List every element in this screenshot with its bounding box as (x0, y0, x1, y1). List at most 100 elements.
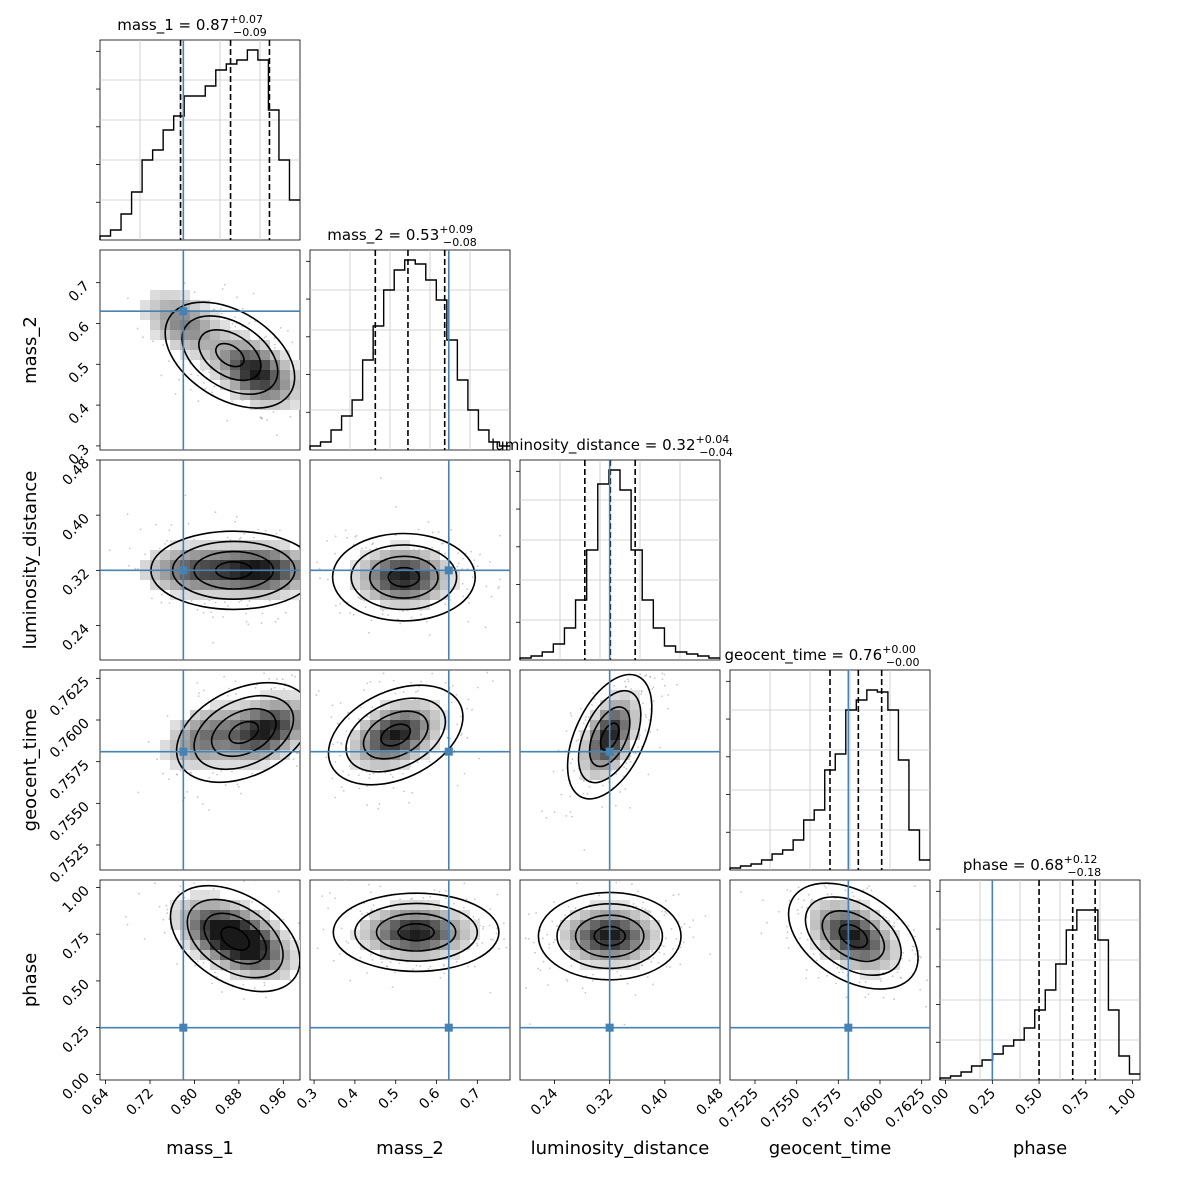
density-cell (240, 950, 250, 960)
sample-point (838, 971, 841, 974)
sample-point (317, 690, 320, 692)
density-cell (360, 720, 370, 730)
density-cell (850, 910, 860, 920)
density-cell (890, 960, 900, 970)
contour-level-2 (577, 689, 642, 784)
sample-point (278, 665, 280, 667)
density-cell (270, 710, 280, 720)
sample-point (619, 974, 622, 977)
sample-point (664, 910, 667, 913)
density-cell (170, 560, 180, 570)
sample-point (335, 604, 337, 607)
density-cell (240, 970, 250, 980)
contour-level-1 (327, 684, 464, 786)
panel-title: phase = 0.68+0.12 −0.18 (963, 853, 1101, 879)
density-cell (210, 570, 220, 580)
density-cell (210, 890, 220, 900)
density-cell (580, 940, 590, 950)
sample-point (588, 785, 591, 788)
sample-point (231, 323, 234, 325)
sample-point (642, 666, 644, 668)
sample-point (558, 928, 561, 931)
x-axis-mass_2: 0.3 0.4 0.5 0.6 0.7 mass_2 (294, 1080, 484, 1159)
sample-point (844, 889, 847, 892)
sample-point (336, 741, 339, 744)
density-cell (220, 950, 230, 960)
density-cell (280, 400, 290, 410)
sample-point (462, 906, 465, 909)
sample-point (551, 920, 554, 923)
density-cell (150, 580, 160, 590)
sample-point (640, 690, 643, 693)
sample-point (363, 689, 365, 691)
sample-point (542, 937, 544, 940)
sample-point (166, 715, 169, 717)
density-cell (370, 720, 380, 730)
density-cell (360, 930, 370, 940)
sample-point (882, 996, 885, 999)
sample-point (845, 996, 848, 999)
density-cell (200, 590, 210, 600)
sample-point (864, 877, 866, 879)
sample-point (489, 560, 491, 563)
density-cell (410, 900, 420, 910)
sample-point (499, 578, 501, 581)
density-cell (150, 310, 160, 320)
sample-point (534, 951, 536, 954)
sample-point (616, 970, 619, 973)
sample-point (332, 959, 335, 962)
sample-point (210, 611, 212, 613)
density-cell (260, 340, 270, 350)
sample-point (584, 719, 587, 721)
sample-point (565, 978, 568, 981)
sample-point (161, 593, 163, 596)
sample-point (158, 905, 161, 908)
sample-point (908, 959, 911, 962)
sample-point (649, 911, 652, 913)
density-cell (180, 910, 190, 920)
sample-point (306, 356, 308, 358)
density-cell (190, 330, 200, 340)
sample-point (588, 716, 590, 719)
density-cell (220, 930, 230, 940)
sample-point (228, 687, 230, 690)
density-cell (290, 740, 300, 750)
density-cell (240, 740, 250, 750)
x-tick-label: 0.00 (919, 1086, 952, 1119)
sample-point (385, 965, 388, 967)
sample-point (411, 791, 414, 794)
density-cell (200, 560, 210, 570)
density-cell (360, 580, 370, 590)
sample-point (839, 880, 842, 881)
density-cell (450, 910, 460, 920)
sample-point (366, 785, 368, 787)
sample-point (304, 961, 306, 963)
sample-point (497, 587, 500, 590)
contour-level-3 (203, 912, 267, 965)
sample-point (663, 945, 665, 948)
sample-point (166, 908, 169, 911)
density-cell (230, 750, 240, 760)
sample-point (202, 689, 205, 692)
density-cell (230, 710, 240, 720)
sample-point (165, 904, 168, 907)
sample-point (862, 889, 865, 892)
density-cell (830, 900, 840, 910)
density-cell (210, 710, 220, 720)
density-cell (160, 560, 170, 570)
sample-point (588, 725, 591, 728)
sample-point (644, 908, 647, 910)
sample-point (170, 524, 173, 526)
density-cell (860, 920, 870, 930)
sample-point (251, 901, 253, 903)
density-cell (220, 380, 230, 390)
sample-point (223, 283, 226, 286)
density-cell (190, 340, 200, 350)
sample-point (339, 702, 342, 704)
density-cell (180, 330, 190, 340)
sample-point (420, 613, 422, 616)
sample-point (226, 695, 229, 697)
sample-point (644, 675, 647, 677)
sample-point (201, 803, 204, 805)
sample-point (231, 770, 233, 773)
